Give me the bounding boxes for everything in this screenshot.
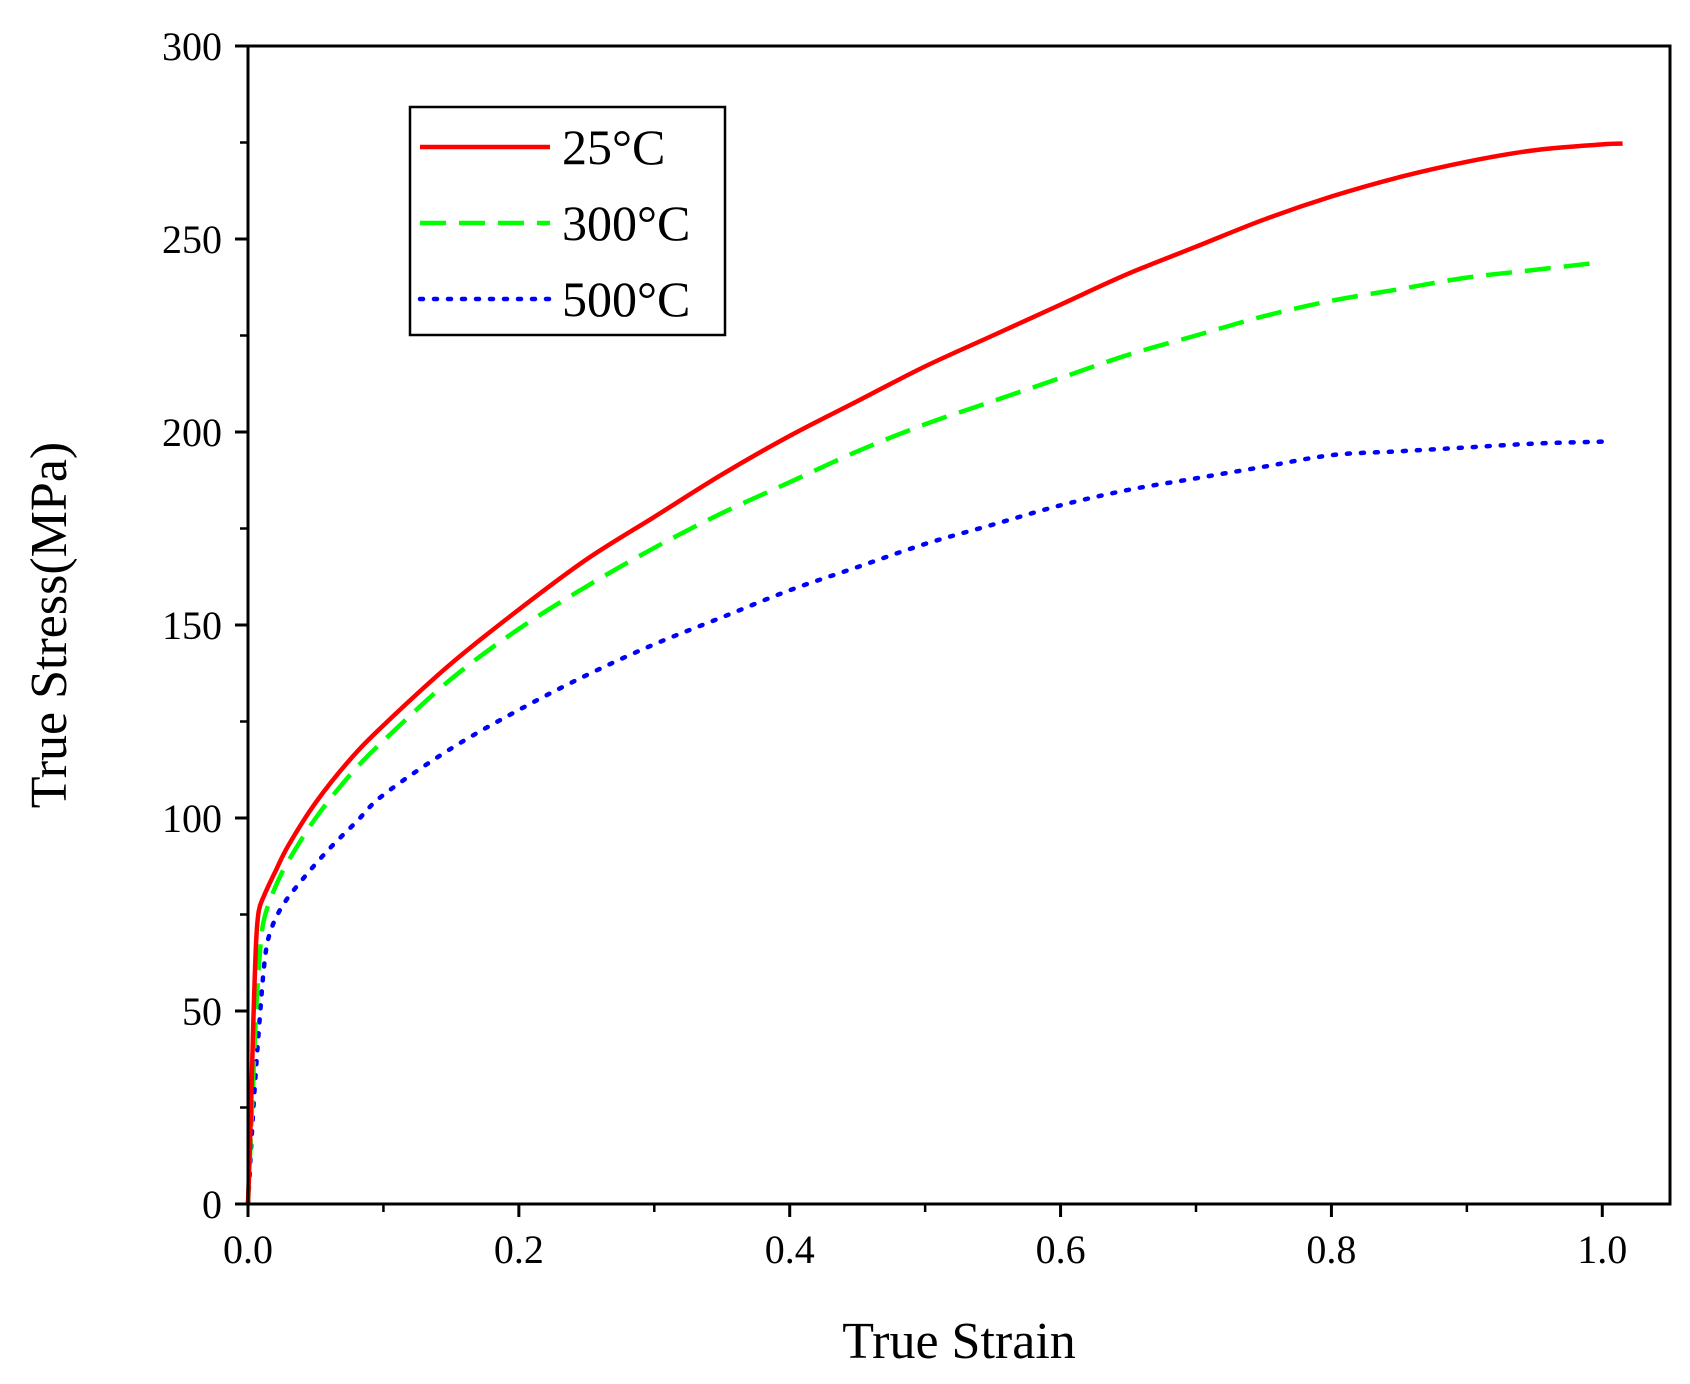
- x-axis-title: True Strain: [842, 1313, 1076, 1370]
- plot-area: [245, 141, 1623, 1207]
- series-line-25Cc: [245, 141, 1623, 1205]
- y-tick-label: 50: [182, 989, 222, 1034]
- y-tick-label: 200: [162, 410, 222, 455]
- x-tick-label: 0.8: [1306, 1227, 1356, 1272]
- x-tick-label: 0.0: [223, 1227, 273, 1272]
- series-line-300Cc: [245, 259, 1603, 1205]
- x-tick-label: 0.4: [765, 1227, 815, 1272]
- y-tick-label: 250: [162, 217, 222, 262]
- x-tick-label: 0.2: [494, 1227, 544, 1272]
- legend-label: 300°C: [562, 195, 690, 251]
- legend: 25°C 300°C 500°C: [408, 105, 727, 337]
- y-tick-label: 0: [202, 1182, 222, 1227]
- y-axis-title: True Stress(MPa): [21, 442, 78, 808]
- axes: 0.0 0.2 0.4 0.6 0.8 1.0 0 50 100 150 200 250 300: [162, 24, 1672, 1272]
- x-tick-label: 1.0: [1577, 1227, 1627, 1272]
- x-tick-label: 0.6: [1036, 1227, 1086, 1272]
- y-tick-label: 300: [162, 24, 222, 69]
- legend-label: 25°C: [562, 119, 665, 175]
- legend-label: 500°C: [562, 271, 690, 327]
- y-tick-label: 150: [162, 603, 222, 648]
- series-line-500Cc: [245, 439, 1605, 1207]
- y-tick-label: 100: [162, 796, 222, 841]
